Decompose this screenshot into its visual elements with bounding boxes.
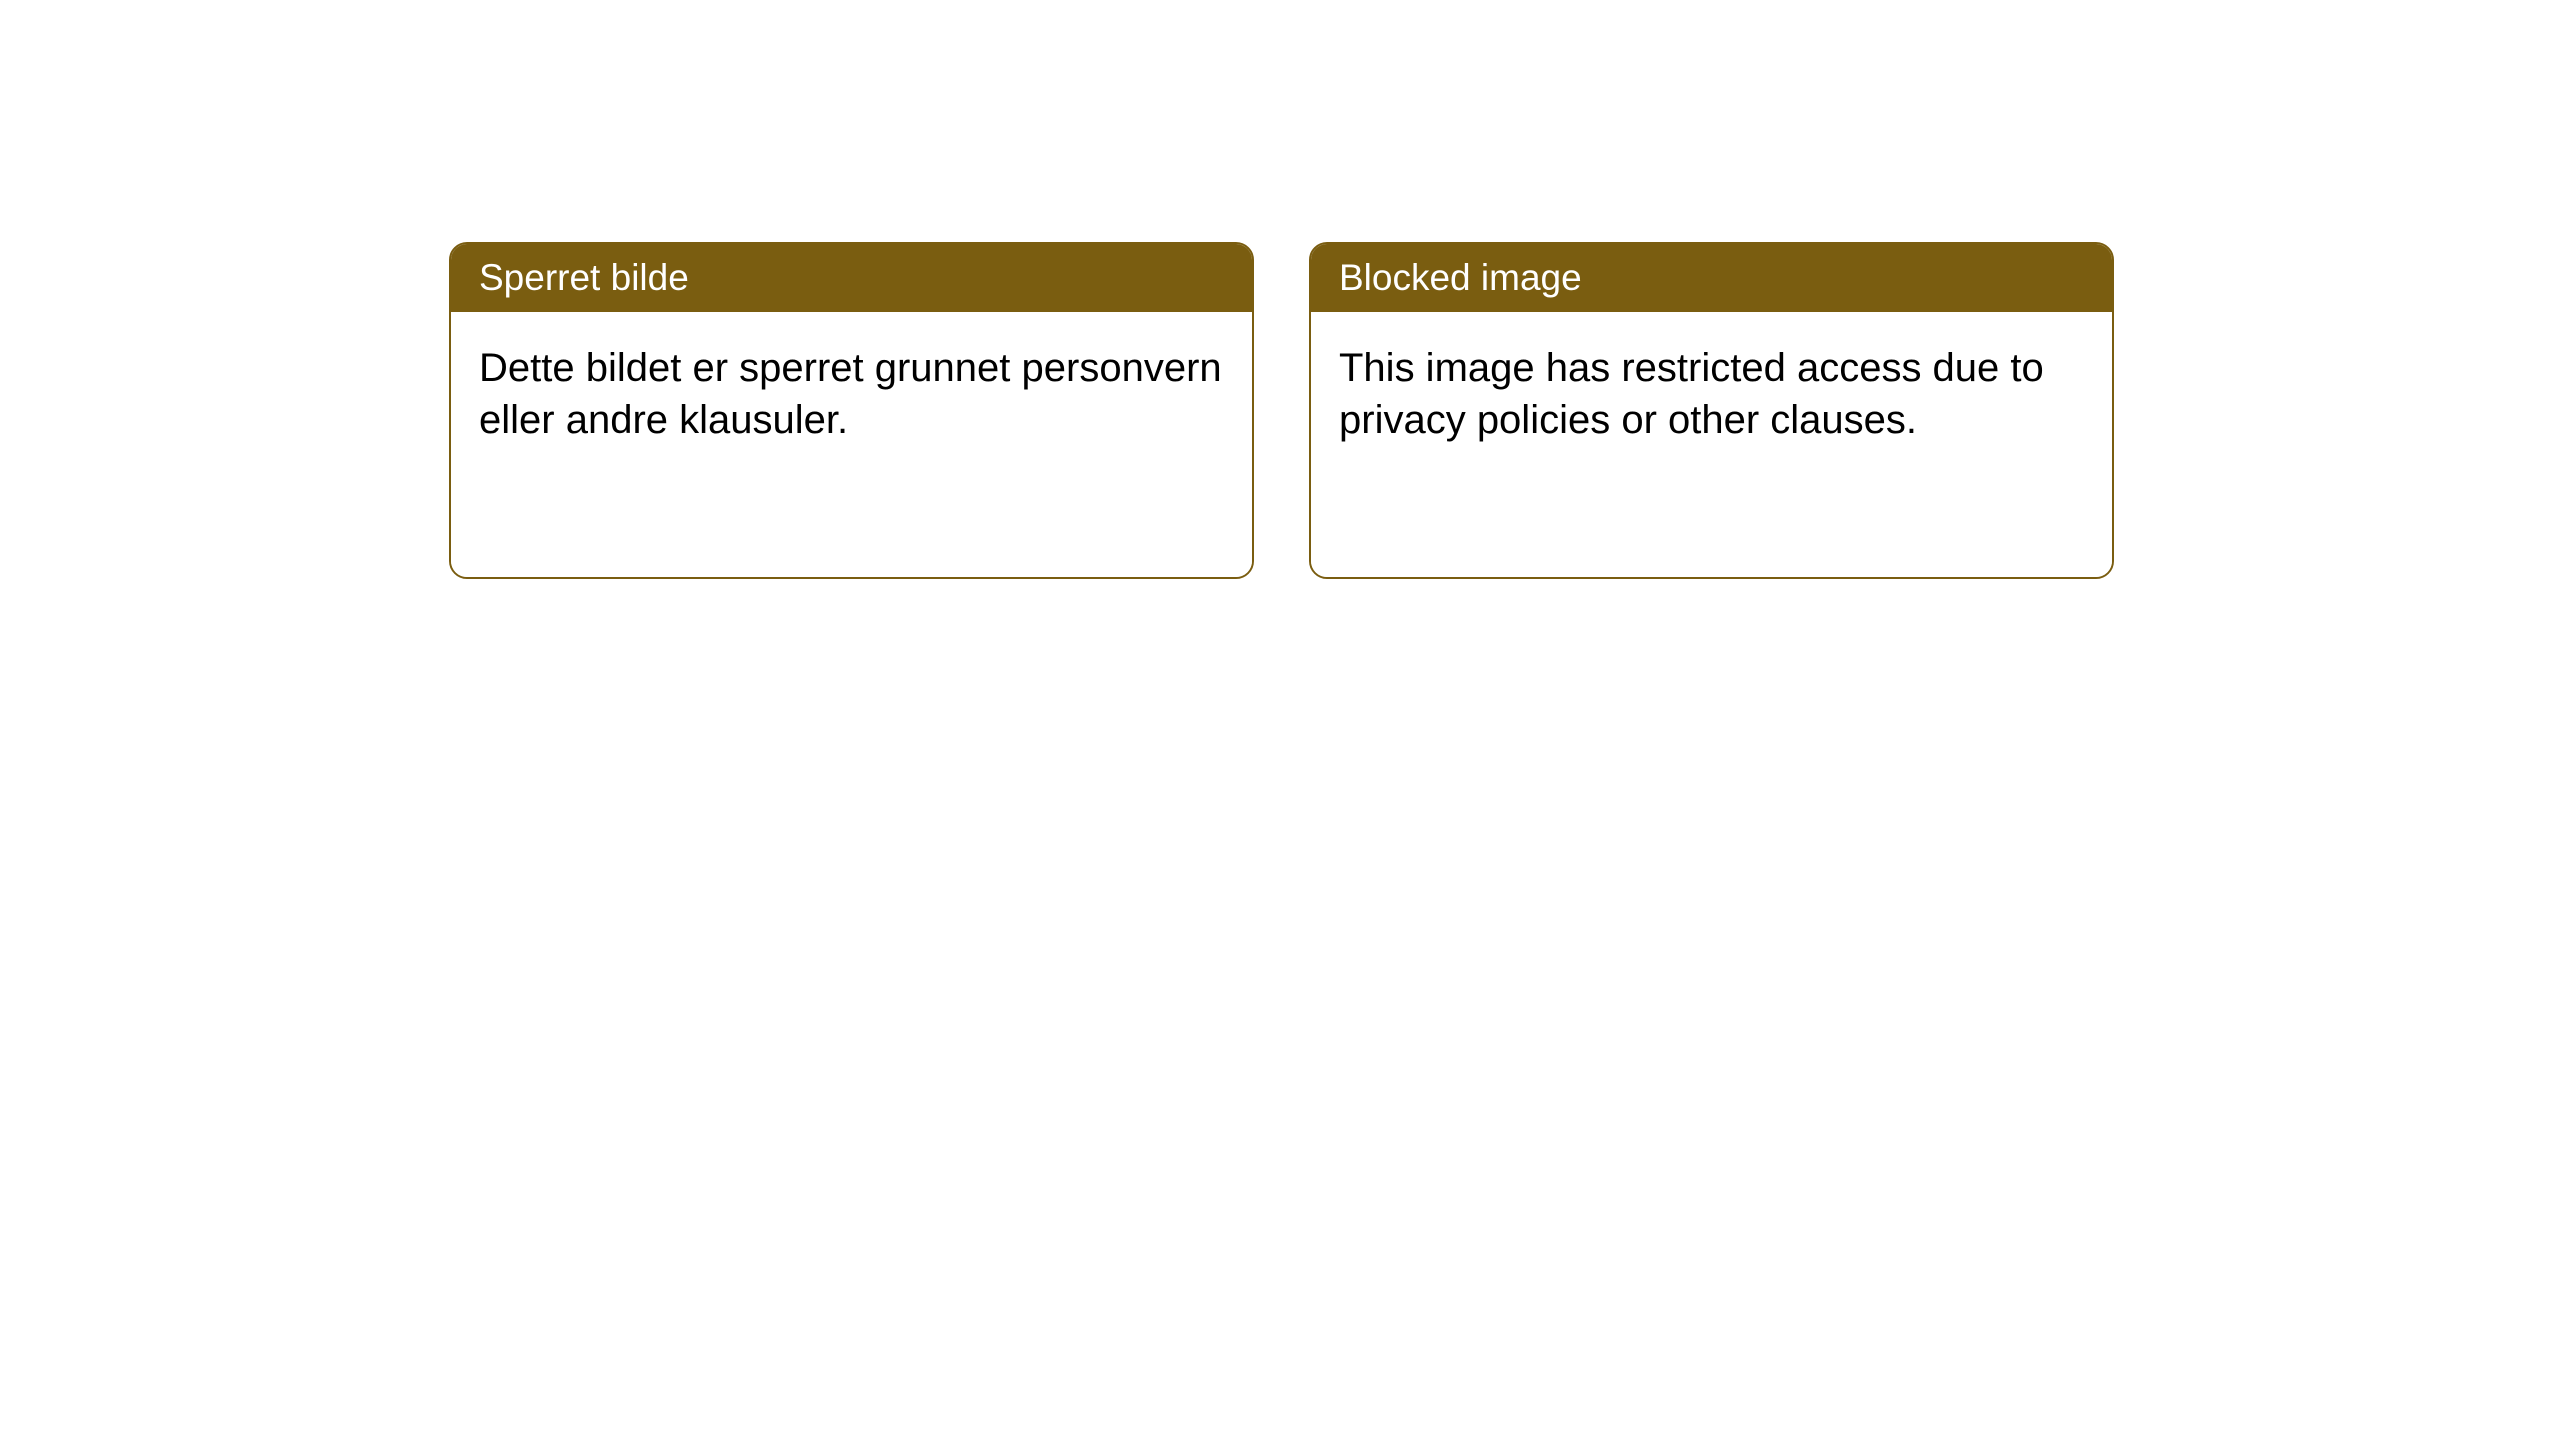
card-title: Blocked image [1339, 257, 1582, 298]
card-header: Blocked image [1311, 244, 2112, 312]
card-title: Sperret bilde [479, 257, 689, 298]
notice-card-norwegian: Sperret bilde Dette bildet er sperret gr… [449, 242, 1254, 579]
card-message: Dette bildet er sperret grunnet personve… [479, 342, 1224, 446]
card-body: Dette bildet er sperret grunnet personve… [451, 312, 1252, 577]
card-message: This image has restricted access due to … [1339, 342, 2084, 446]
notice-card-english: Blocked image This image has restricted … [1309, 242, 2114, 579]
card-header: Sperret bilde [451, 244, 1252, 312]
card-body: This image has restricted access due to … [1311, 312, 2112, 577]
notice-container: Sperret bilde Dette bildet er sperret gr… [449, 242, 2114, 579]
